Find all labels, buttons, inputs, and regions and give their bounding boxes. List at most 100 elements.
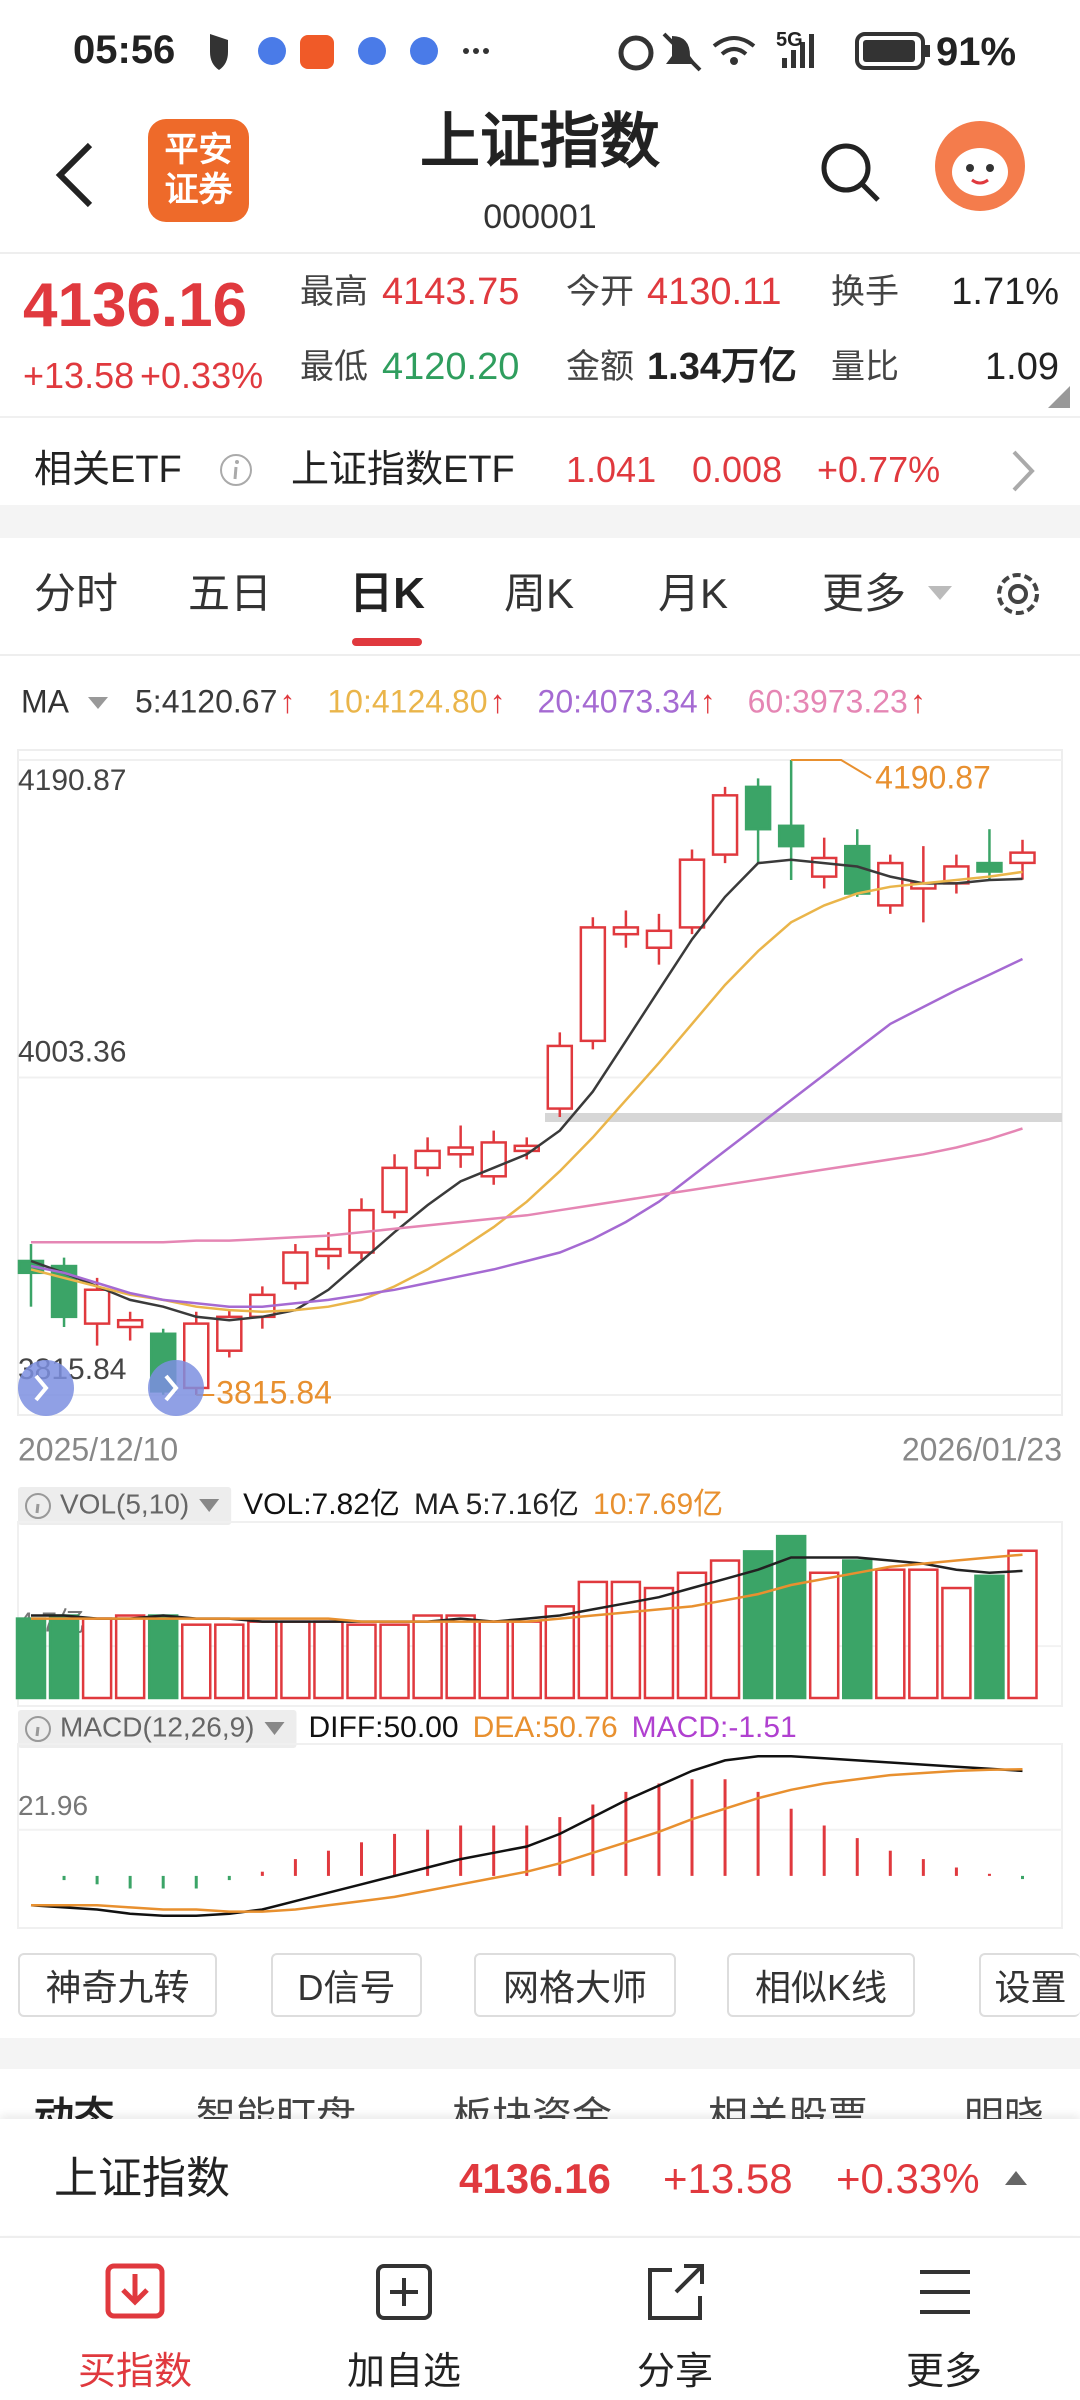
trend-arrow: ↑: [279, 683, 295, 719]
indicator-line: [31, 1768, 1023, 1913]
chart-tab[interactable]: 五日: [187, 570, 273, 617]
status-icons: [210, 34, 489, 70]
ma-line: [30, 870, 1023, 1314]
candle-body: [678, 858, 706, 929]
trend-arrow: ↑: [490, 683, 506, 719]
section-gap: [0, 505, 1080, 538]
float-icon: [164, 1374, 179, 1402]
tool-button[interactable]: 网格大师: [474, 1953, 676, 2017]
etf-change-pct: +0.77%: [817, 449, 941, 490]
info-icon: [25, 1493, 51, 1519]
indicator-name: VOL(5,10): [60, 1488, 189, 1519]
divider: [0, 416, 1080, 418]
volume-bar: [676, 1571, 708, 1700]
chevron[interactable]: [1008, 448, 1038, 494]
volume-bar: [346, 1623, 377, 1700]
annotation-label: 4190.87: [875, 759, 991, 795]
stat-label: 最高: [300, 273, 368, 311]
candle-body: [513, 1144, 540, 1153]
volume-bar: [875, 1568, 906, 1700]
expand-corner[interactable]: [1048, 386, 1070, 408]
info-icon: [25, 1716, 51, 1742]
candle-body: [315, 1247, 342, 1258]
ma-legend: 60:3973.23: [748, 683, 908, 719]
etf-name[interactable]: 上证指数ETF: [291, 449, 515, 491]
info-tab[interactable]: 明晓: [964, 2095, 1044, 2119]
tool-button[interactable]: 设置: [979, 1953, 1080, 2017]
etf-price: 1.041: [566, 449, 657, 490]
back-button[interactable]: [50, 140, 100, 210]
kline-chart: MA 5:4120.67 ↑ 10:4124.80 ↑ 20:4073.34 ↑ 60:397…: [15, 683, 1063, 1929]
avatar[interactable]: [934, 120, 1026, 212]
logo-text: 平安: [164, 131, 233, 170]
chart-tab[interactable]: 月K: [657, 570, 729, 617]
info-tabs: 动态 智能盯盘 板块资金 相关股票 明晓: [0, 2069, 1080, 2119]
candle-body: [282, 1251, 309, 1285]
volume-bar: [114, 1614, 146, 1700]
info-tab[interactable]: 智能盯盘: [196, 2095, 356, 2119]
indicator-line: [31, 1553, 1023, 1623]
price-change-pct: +0.33%: [140, 355, 264, 396]
chart-tab[interactable]: 更多: [821, 570, 907, 617]
settings-button[interactable]: [990, 566, 1046, 622]
bottom-change-pct: +0.33%: [836, 2155, 980, 2202]
y-tick-label: 4190.87: [18, 764, 126, 797]
legend-text: MA 5:7.16亿: [414, 1488, 579, 1521]
annotation-line: [791, 759, 872, 779]
candle-body: [810, 856, 838, 878]
volume-bar: [247, 1620, 278, 1700]
legend-text: DEA:50.76: [473, 1711, 618, 1744]
dropdown-arrow: [928, 586, 952, 600]
chart-tab[interactable]: 分时: [33, 570, 119, 617]
ma-legend: 20:4073.34: [538, 683, 698, 719]
nav-item[interactable]: 加自选: [346, 2351, 462, 2393]
candle-body: [877, 861, 904, 907]
nav-item[interactable]: 分享: [636, 2351, 714, 2393]
plot-frame: [17, 1521, 1063, 1707]
candle-body: [612, 926, 640, 936]
volume-bar: [544, 1605, 576, 1700]
info-tab[interactable]: 动态: [34, 2095, 114, 2119]
bottom-quote-bar[interactable]: 上证指数 4136.16 +13.58 +0.33%: [0, 2119, 1080, 2235]
volume-bar: [280, 1620, 311, 1700]
candle-body: [381, 1166, 408, 1214]
bottom-price: 4136.16: [459, 2155, 611, 2202]
annotation-label: 3815.84: [216, 1374, 332, 1410]
section-gap: [0, 2038, 1080, 2069]
volume-bar: [15, 1617, 47, 1700]
candle-body: [414, 1149, 441, 1170]
info-icon[interactable]: [218, 452, 254, 488]
nav-item[interactable]: 买指数: [77, 2351, 193, 2393]
x-tick-label: 2025/12/10: [18, 1431, 178, 1467]
info-tab[interactable]: 板块资金: [452, 2095, 612, 2119]
candle-body: [116, 1318, 144, 1329]
tool-button[interactable]: D信号: [271, 1953, 422, 2017]
info-tab[interactable]: 相关股票: [708, 2095, 868, 2119]
stat-value: 1.34万亿: [647, 346, 797, 388]
ma-label: MA: [21, 683, 70, 719]
nav-item[interactable]: 更多: [905, 2351, 983, 2393]
page-title: 上证指数: [420, 108, 660, 175]
ma-line: [31, 1127, 1023, 1244]
volume-bar: [577, 1580, 609, 1700]
candle-body: [1009, 851, 1036, 865]
current-price: 4136.16: [23, 271, 248, 340]
trend-arrow: ↑: [910, 683, 926, 719]
indicator-box: [18, 1487, 232, 1525]
stat-label: 今开: [566, 273, 634, 311]
tab-indicator: [352, 638, 422, 646]
indicator-name: MACD(12,26,9): [60, 1711, 255, 1742]
bottom-name: 上证指数: [54, 2154, 230, 2203]
legend-text: VOL:7.82亿: [243, 1488, 400, 1521]
candle-body: [645, 929, 673, 949]
tool-button[interactable]: 相似K线: [727, 1953, 915, 2017]
chart-tab[interactable]: 周K: [503, 570, 575, 617]
search-button[interactable]: [818, 140, 882, 204]
network-type: 5G: [776, 29, 803, 51]
volume-bar: [313, 1620, 344, 1700]
divider: [0, 252, 1080, 254]
dropdown-arrow: [199, 1499, 220, 1512]
tool-button[interactable]: 神奇九转: [18, 1953, 217, 2017]
chart-tab-selected[interactable]: 日K: [349, 569, 425, 618]
float-icon: [34, 1374, 49, 1402]
